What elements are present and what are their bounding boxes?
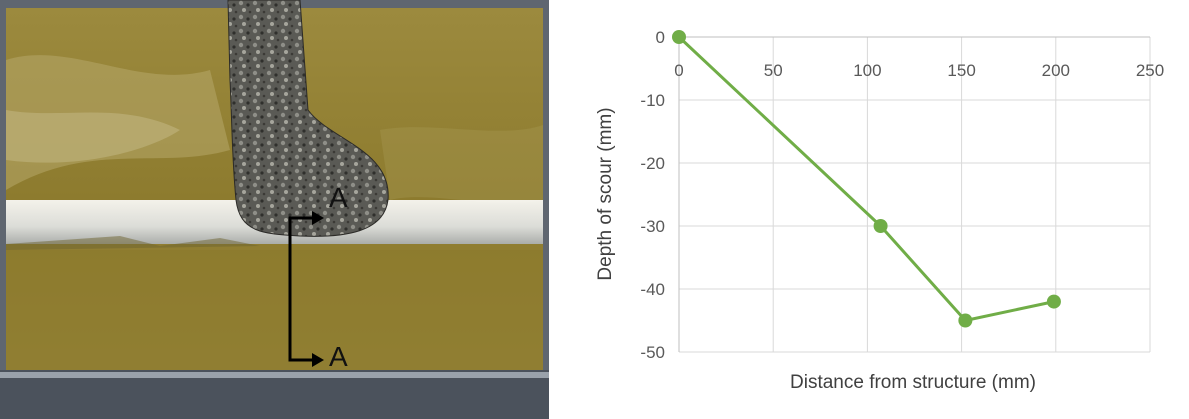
data-point (672, 30, 686, 44)
section-marker-bottom: A (329, 341, 348, 372)
y-tick-label: -20 (640, 154, 665, 173)
y-tick-label: -40 (640, 280, 665, 299)
x-axis-title: Distance from structure (mm) (790, 372, 1036, 393)
tick-labels: 0 -10 -20 -30 -40 -50 0 50 100 150 200 250 (640, 28, 1164, 362)
gridlines (678, 36, 1151, 353)
section-line (288, 216, 320, 362)
y-tick-label: -30 (640, 217, 665, 236)
x-tick-label: 100 (853, 61, 881, 80)
y-tick-label: -50 (640, 343, 665, 362)
arrow-head-top (312, 211, 324, 225)
sand-swirl (6, 110, 180, 163)
lower-sand (6, 250, 543, 370)
data-point (873, 219, 888, 233)
sand-swirl (6, 55, 230, 191)
rock-structure (227, 0, 389, 237)
scour-chart: 0 -10 -20 -30 -40 -50 0 50 100 150 200 250 Distance… (595, 28, 1164, 393)
x-tick-label: 250 (1136, 61, 1164, 80)
series-line (677, 35, 1055, 322)
data-point (1046, 294, 1061, 309)
data-point (958, 313, 973, 328)
arrow-head-bottom (312, 353, 324, 367)
x-tick-label: 200 (1042, 61, 1070, 80)
y-tick-label: 0 (656, 28, 665, 47)
x-tick-label: 150 (947, 61, 975, 80)
glass-strip-shadow (6, 236, 260, 250)
section-marker-top: A (329, 182, 348, 213)
series-depth (672, 30, 1061, 328)
x-tick-label: 0 (674, 61, 683, 80)
tank-edge (0, 370, 549, 419)
tank-edge-highlight (0, 372, 549, 378)
scour-photo: A A (0, 0, 549, 419)
y-tick-label: -10 (640, 91, 665, 110)
x-tick-label: 50 (764, 61, 783, 80)
sand-swirl (380, 125, 543, 203)
y-axis-title: Depth of scour (mm) (595, 107, 616, 280)
